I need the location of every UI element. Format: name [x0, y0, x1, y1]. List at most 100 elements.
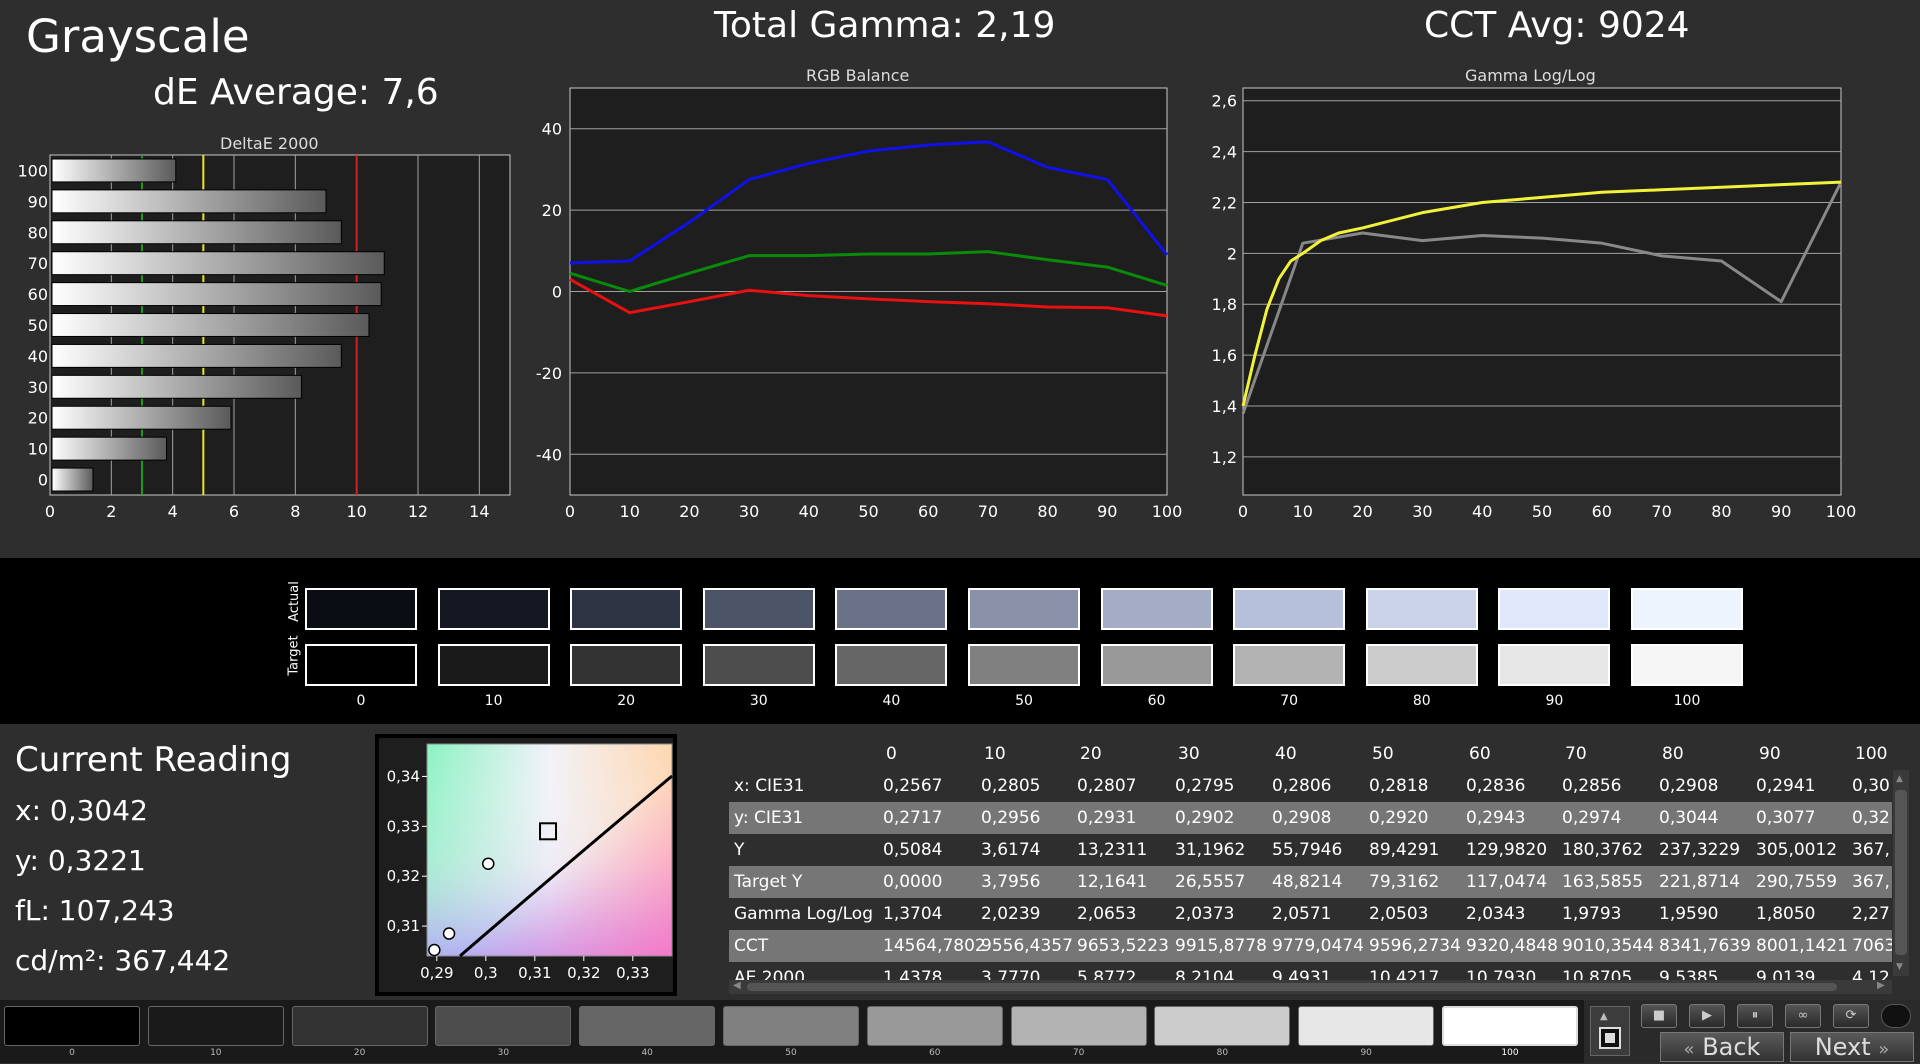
cie-gradient-corner	[426, 743, 673, 957]
total-gamma: Total Gamma: 2,19	[714, 5, 1056, 46]
cie-x-tick-label: 0,33	[616, 964, 649, 982]
patch-button-label: 70	[1072, 1048, 1085, 1058]
scroll-left-icon[interactable]: ◀	[733, 980, 741, 991]
next-button[interactable]: Next »	[1790, 1032, 1914, 1062]
table-cell: 9596,2734	[1369, 936, 1461, 956]
target-swatch	[1631, 644, 1743, 686]
rgb-chart-title: RGB Balance	[806, 66, 910, 85]
rgb-y-tick-label: 20	[542, 201, 562, 220]
pause-icon[interactable]: ⏸	[1737, 1004, 1773, 1028]
actual-swatch	[1100, 588, 1213, 630]
cie-measured-point	[428, 943, 441, 957]
table-cell: 1,3704	[883, 904, 943, 924]
patch-button[interactable]	[435, 1006, 572, 1046]
cie-y-tick-label: 0,31	[387, 917, 420, 935]
deltae-bar	[51, 189, 327, 214]
table-cell: 9915,8778	[1175, 936, 1267, 956]
patch-button-label: 80	[1216, 1048, 1229, 1058]
deltae-category-label: 100	[17, 161, 48, 180]
patch-button-label: 60	[929, 1048, 941, 1058]
table-cell: 129,9820	[1466, 840, 1548, 860]
patch-button-label: 40	[641, 1048, 653, 1058]
table-cell: 2,0503	[1369, 904, 1429, 924]
table-cell: 8341,7639	[1659, 936, 1751, 956]
rgb-y-tick-label: 0	[552, 283, 562, 302]
patch-button[interactable]	[1154, 1006, 1291, 1046]
vertical-scroll-thumb[interactable]	[1895, 790, 1907, 955]
cie-chart-panel: 0,29 0,3 0,31 0,32 0,33 0,35 0,34 0,33 0,32 0,31	[375, 718, 677, 996]
refresh-icon[interactable]: ⟳	[1833, 1004, 1869, 1028]
table-column-header: 10	[984, 744, 1006, 764]
cie-measured-point	[482, 857, 495, 870]
swatch-label: 20	[617, 693, 636, 709]
table-cell: 290,7559	[1756, 872, 1838, 892]
double-chevron-right-icon: »	[1878, 1039, 1890, 1060]
vertical-scrollbar[interactable]: ▲ ▼	[1893, 770, 1909, 976]
gamma-y-tick-label: 2,2	[1212, 193, 1237, 212]
table-cell: 0,2717	[883, 808, 943, 828]
patch-button[interactable]	[291, 1006, 428, 1046]
patch-button[interactable]	[866, 1006, 1003, 1046]
patch-button[interactable]	[723, 1006, 859, 1046]
patch-button[interactable]	[1298, 1006, 1435, 1046]
stop-measure-button[interactable]: ▲	[1590, 1006, 1630, 1056]
gamma-plot-area	[1242, 87, 1842, 496]
actual-swatch	[1498, 588, 1611, 630]
data-table: 0 10 20 30 40 50 60 70 80 90 100 x: CIE31 0,2567 0,28…	[729, 738, 1892, 980]
table-cell: 163,5855	[1562, 872, 1644, 892]
table-cell: 1,4378	[883, 968, 943, 980]
reading-fl: fL: 107,243	[15, 894, 175, 927]
table-row-label: Gamma Log/Log	[734, 904, 873, 924]
record-toggle[interactable]	[1881, 1004, 1911, 1028]
stop-icon[interactable]: ■	[1641, 1004, 1677, 1028]
back-button[interactable]: « Back	[1660, 1032, 1784, 1062]
patch-button[interactable]	[4, 1006, 140, 1046]
table-cell: 0,2818	[1369, 776, 1429, 796]
table-cell: 305,0012	[1756, 840, 1838, 860]
patch-button[interactable]	[147, 1006, 284, 1046]
deltae-tick-label: 0	[45, 502, 55, 521]
actual-swatch	[1233, 588, 1346, 630]
table-cell: 0,2974	[1562, 808, 1622, 828]
scroll-right-icon[interactable]: ▶	[1877, 980, 1885, 991]
play-icon[interactable]: ▶	[1689, 1004, 1725, 1028]
rgb-x-tick-label: 80	[1037, 502, 1057, 521]
table-cell: 14564,7802	[883, 936, 986, 956]
table-cell: 9010,3544	[1562, 936, 1654, 956]
patch-button[interactable]	[1010, 1006, 1147, 1046]
swatch-panel: Actual Target 0 10 20 30 40 50 60 70 80 90 100	[0, 558, 1920, 724]
next-label: Next	[1814, 1033, 1871, 1061]
deltae-tick-label: 14	[469, 502, 489, 521]
gamma-x-tick-label: 0	[1238, 502, 1248, 521]
cie-y-tick-label: 0,34	[387, 767, 420, 785]
reading-cdm2: cd/m²: 367,442	[15, 944, 231, 977]
scroll-down-icon[interactable]: ▼	[1896, 962, 1903, 972]
target-swatch	[1233, 644, 1346, 686]
table-header-row: 0 10 20 30 40 50 60 70 80 90 100	[729, 738, 1892, 770]
deltae-bar	[51, 220, 342, 245]
deltae-chart: 0 10 20 30 40 50 60 70 80 90 100 0 2 4 6 8 10 12 14	[17, 154, 511, 521]
deltae-category-label: 70	[28, 254, 48, 273]
gamma-x-tick-label: 20	[1352, 502, 1372, 521]
horizontal-scroll-thumb[interactable]	[747, 983, 1837, 991]
scroll-up-icon[interactable]: ▲	[1896, 774, 1903, 784]
patch-button[interactable]	[579, 1006, 716, 1046]
table-row-label: CCT	[734, 936, 769, 956]
deltae-tick-label: 4	[168, 502, 178, 521]
table-column-header: 60	[1469, 744, 1491, 764]
loop-icon[interactable]: ∞	[1785, 1004, 1821, 1028]
table-cell: 10,7930	[1466, 968, 1537, 980]
table-cell: 0,2908	[1272, 808, 1332, 828]
target-swatch	[702, 644, 815, 686]
gamma-x-tick-label: 70	[1651, 502, 1671, 521]
table-cell: 79,3162	[1369, 872, 1440, 892]
table-cell: 26,5557	[1175, 872, 1246, 892]
cie-chart: 0,29 0,3 0,31 0,32 0,33 0,35 0,34 0,33 0,32 0,31	[375, 718, 677, 996]
table-column-header: 100	[1855, 744, 1888, 764]
rgb-series-line-0	[569, 140, 1169, 265]
patch-button[interactable]	[1442, 1006, 1578, 1046]
table-row-label: Y	[734, 840, 745, 860]
swatch-label: 90	[1545, 693, 1564, 709]
target-swatch	[968, 644, 1080, 686]
horizontal-scrollbar[interactable]: ◀ ▶	[729, 980, 1892, 994]
